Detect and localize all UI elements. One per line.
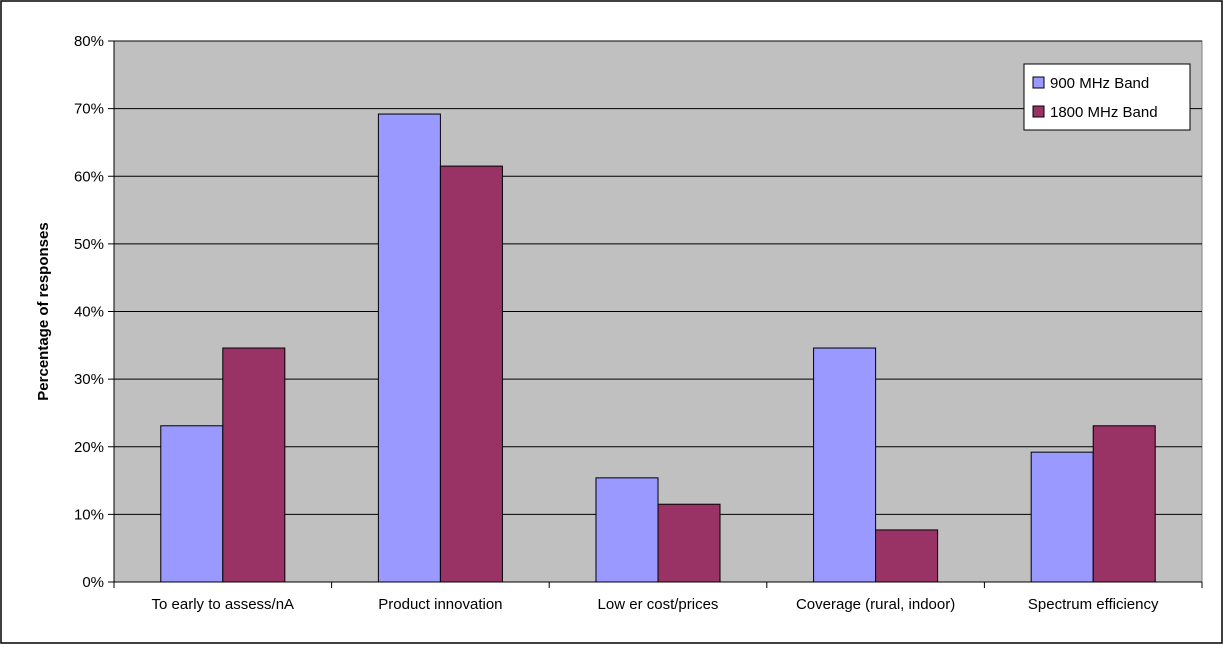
y-tick-label: 40% xyxy=(74,304,104,321)
y-tick-label: 20% xyxy=(74,439,104,456)
bar xyxy=(657,503,721,583)
x-tick-label: To early to assess/nA xyxy=(152,596,295,613)
bars xyxy=(160,113,1156,583)
grid-lines xyxy=(114,40,1202,515)
axes: 0% 10% 20% 30% 40% 50% 60% 70% 80% To early to as… xyxy=(74,33,1203,613)
bar xyxy=(222,347,286,583)
legend-label: 900 MHz Band xyxy=(1050,75,1149,92)
bar xyxy=(595,477,659,583)
y-tick-label: 0% xyxy=(82,574,104,591)
y-tick-label: 60% xyxy=(74,168,104,185)
bar xyxy=(875,529,939,583)
bar xyxy=(1030,451,1094,583)
y-tick-label: 10% xyxy=(74,506,104,523)
y-tick-label: 50% xyxy=(74,236,104,253)
legend-swatch xyxy=(1032,105,1045,118)
bar xyxy=(160,425,224,583)
legend: 900 MHz Band 1800 MHz Band xyxy=(1023,63,1191,131)
y-axis-label: Percentage of responses xyxy=(35,222,52,400)
bar xyxy=(377,113,441,583)
legend-box xyxy=(1023,63,1191,131)
x-tick-label: Spectrum efficiency xyxy=(1028,596,1159,613)
legend-swatch xyxy=(1032,76,1045,89)
y-tick-label: 30% xyxy=(74,371,104,388)
x-tick-label: Coverage (rural, indoor) xyxy=(796,596,955,613)
bar xyxy=(813,347,877,583)
x-tick-label: Product innovation xyxy=(378,596,502,613)
y-tick-label: 80% xyxy=(74,33,104,50)
bar xyxy=(1092,425,1156,583)
x-tick-label: Low er cost/prices xyxy=(598,596,719,613)
legend-label: 1800 MHz Band xyxy=(1050,104,1158,121)
y-tick-label: 70% xyxy=(74,101,104,118)
bar xyxy=(439,165,503,583)
